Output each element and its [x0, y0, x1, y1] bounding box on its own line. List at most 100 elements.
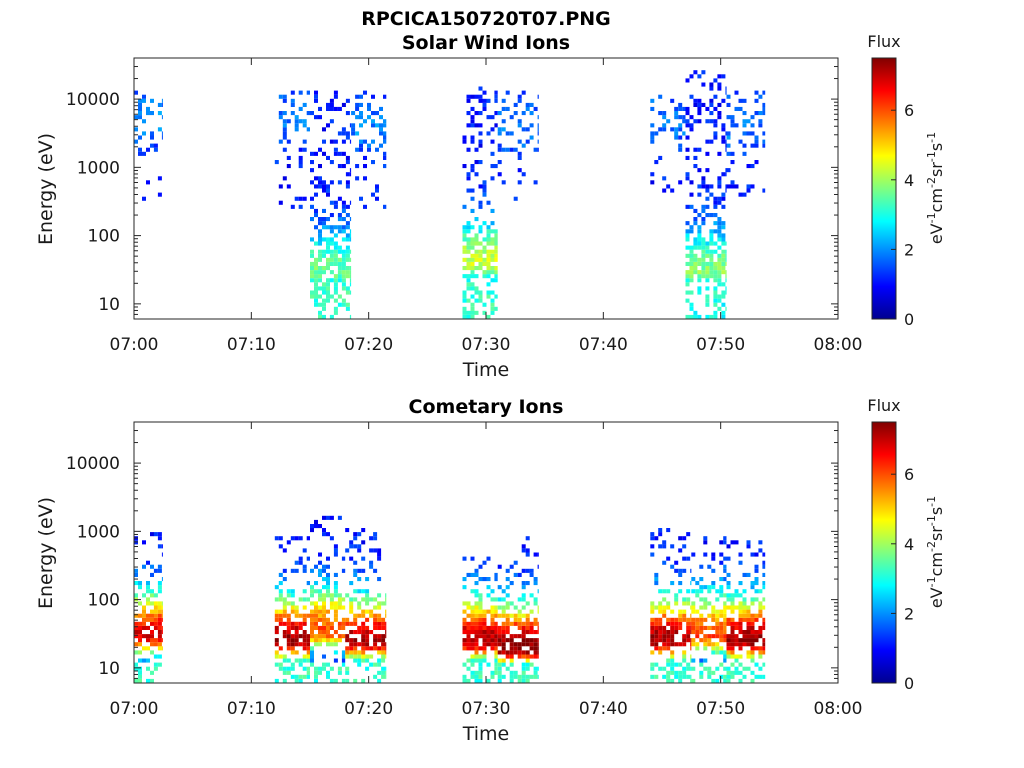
heatmap-cell — [310, 585, 314, 590]
heatmap-cell — [462, 266, 467, 271]
heatmap-cell — [697, 184, 702, 189]
heatmap-cell — [278, 654, 283, 659]
heatmap-cell — [333, 147, 338, 152]
heatmap-cell — [322, 654, 326, 659]
heatmap-cell — [478, 94, 483, 99]
heatmap-cell — [470, 556, 475, 561]
heatmap-cell — [689, 74, 694, 79]
panel1-heatmap — [134, 70, 766, 319]
heatmap-cell — [682, 568, 687, 573]
heatmap-cell — [717, 261, 722, 266]
heatmap-cell — [274, 630, 279, 635]
heatmap-cell — [726, 617, 731, 622]
heatmap-cell — [717, 229, 722, 234]
heatmap-cell — [290, 646, 295, 651]
heatmap-cell — [482, 257, 487, 262]
heatmap-cell — [695, 589, 700, 594]
heatmap-cell — [490, 646, 495, 651]
heatmap-cell — [470, 164, 475, 169]
heatmap-cell — [361, 658, 366, 663]
heatmap-cell — [306, 127, 310, 132]
heatmap-cell — [318, 302, 322, 307]
heatmap-cell — [658, 111, 663, 116]
heatmap-cell — [341, 658, 346, 663]
heatmap-cell — [723, 609, 727, 614]
heatmap-cell — [738, 560, 743, 565]
heatmap-cell — [686, 617, 691, 622]
heatmap-cell — [717, 270, 722, 275]
heatmap-cell — [513, 196, 518, 201]
heatmap-cell — [482, 106, 487, 111]
heatmap-cell — [654, 674, 659, 679]
heatmap-cell — [521, 630, 526, 635]
heatmap-cell — [670, 625, 675, 630]
heatmap-cell — [326, 286, 330, 291]
heatmap-cell — [314, 208, 318, 213]
heatmap-cell — [758, 548, 763, 553]
heatmap-cell — [730, 654, 735, 659]
heatmap-cell — [482, 90, 487, 95]
heatmap-cell — [329, 314, 334, 319]
heatmap-cell — [726, 168, 731, 173]
heatmap-cell — [486, 270, 491, 275]
heatmap-cell — [333, 678, 338, 683]
heatmap-cell — [365, 617, 370, 622]
heatmap-cell — [462, 556, 467, 561]
heatmap-cell — [322, 208, 326, 213]
heatmap-cell — [730, 593, 735, 598]
heatmap-cell — [345, 650, 350, 655]
heatmap-cell — [306, 654, 310, 659]
heatmap-cell — [474, 650, 479, 655]
heatmap-cell — [355, 115, 360, 120]
heatmap-cell — [723, 678, 727, 683]
panel1-x-ticks: 07:00 07:10 07:20 07:30 07:40 07:50 08:00 — [110, 58, 863, 355]
heatmap-cell — [298, 556, 303, 561]
heatmap-cell — [742, 630, 747, 635]
heatmap-cell — [691, 658, 696, 663]
heatmap-cell — [682, 642, 687, 647]
heatmap-cell — [153, 666, 158, 671]
heatmap-cell — [278, 666, 283, 671]
heatmap-cell — [326, 564, 330, 569]
heatmap-cell — [349, 609, 354, 614]
heatmap-cell — [719, 646, 724, 651]
heatmap-cell — [385, 666, 387, 671]
heatmap-cell — [329, 237, 334, 242]
heatmap-cell — [482, 245, 487, 250]
heatmap-cell — [345, 266, 350, 271]
heatmap-cell — [314, 601, 318, 606]
heatmap-cell — [353, 568, 358, 573]
heatmap-cell — [746, 613, 751, 618]
heatmap-cell — [381, 670, 386, 675]
heatmap-cell — [521, 666, 526, 671]
heatmap-cell — [318, 286, 322, 291]
heatmap-cell — [298, 106, 303, 111]
heatmap-cell — [533, 552, 538, 557]
heatmap-cell — [658, 528, 663, 533]
heatmap-cell — [726, 581, 731, 586]
heatmap-cell — [146, 678, 150, 683]
heatmap-cell — [373, 597, 378, 602]
heatmap-cell — [650, 621, 655, 626]
heatmap-cell — [691, 609, 696, 614]
heatmap-cell — [705, 249, 710, 254]
heatmap-cell — [482, 184, 487, 189]
heatmap-cell — [730, 646, 735, 651]
heatmap-cell — [329, 642, 334, 647]
heatmap-cell — [693, 119, 698, 124]
heatmap-cell — [369, 564, 374, 569]
heatmap-cell — [470, 261, 475, 266]
heatmap-cell — [682, 666, 687, 671]
heatmap-cell — [762, 585, 766, 590]
heatmap-cell — [326, 155, 330, 160]
heatmap-cell — [509, 642, 514, 647]
heatmap-cell — [501, 642, 506, 647]
heatmap-cell — [494, 94, 498, 99]
heatmap-cell — [322, 282, 326, 287]
heatmap-cell — [689, 229, 694, 234]
heatmap-cell — [521, 597, 526, 602]
heatmap-cell — [482, 617, 487, 622]
heatmap-cell — [486, 638, 491, 643]
heatmap-cell — [282, 654, 287, 659]
heatmap-cell — [730, 540, 735, 545]
